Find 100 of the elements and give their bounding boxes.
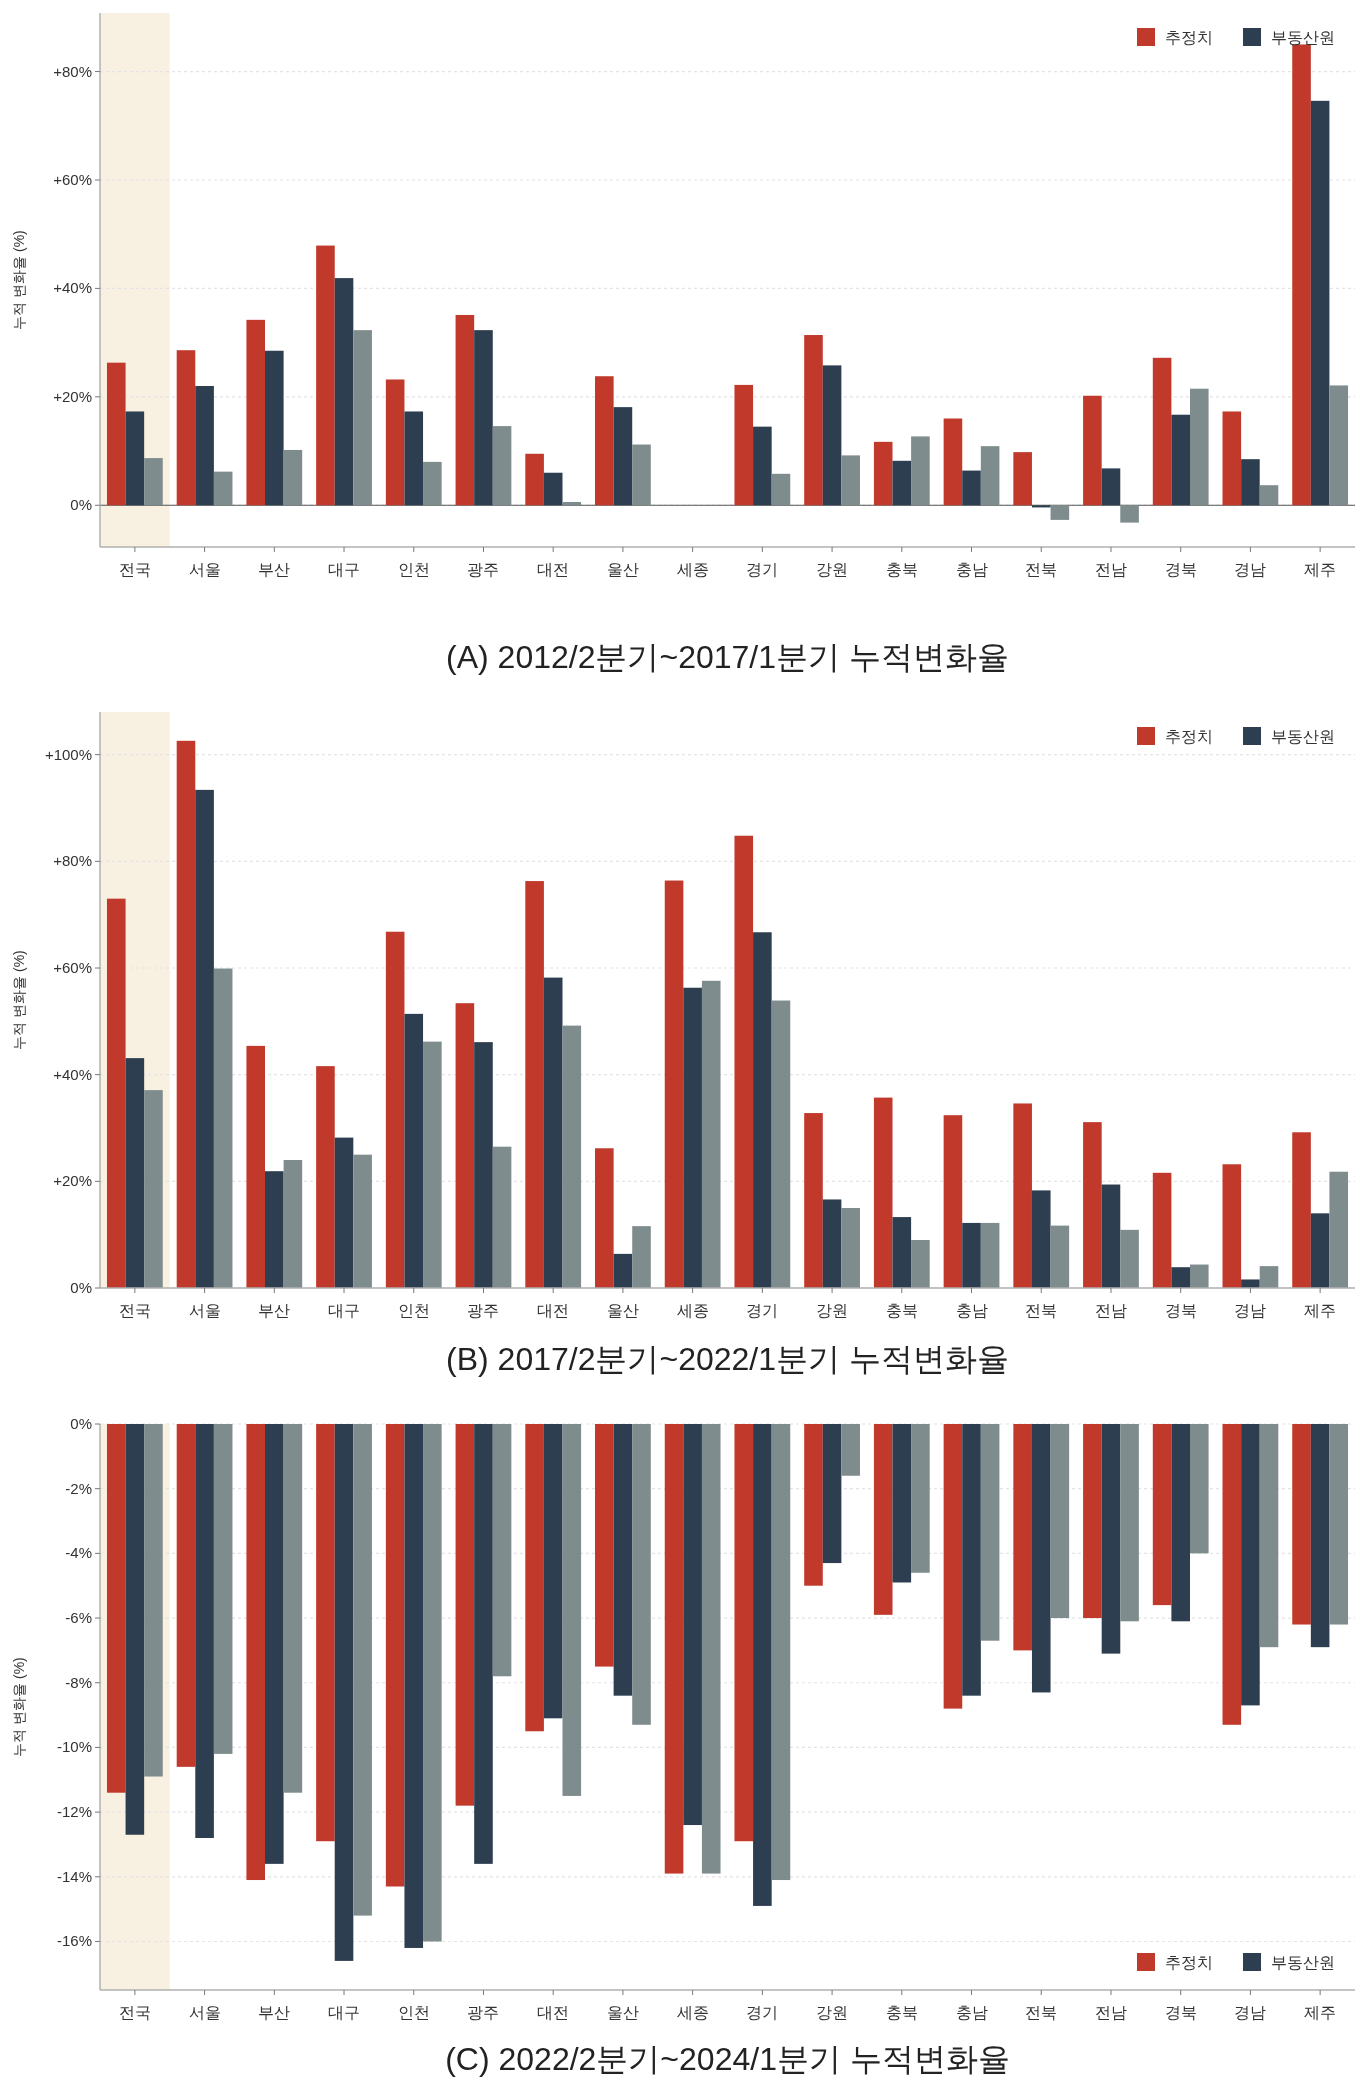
- bar: [1222, 411, 1242, 506]
- bar: [980, 1222, 1000, 1288]
- x-tick-label: 광주: [467, 2004, 500, 2021]
- bar: [213, 471, 233, 506]
- x-tick-label: 울산: [606, 2004, 639, 2021]
- bar: [873, 1097, 893, 1288]
- x-tick-label: 제주: [1304, 2004, 1337, 2021]
- bar: [753, 932, 772, 1288]
- text: (C) 2022/2분기~2024/1분기 누적변화율: [445, 2041, 1010, 2077]
- bar: [353, 1154, 372, 1288]
- y-tick-label: +20%: [53, 1172, 92, 1190]
- text: (B) 2017/2분기~2022/1분기 누적변화율: [446, 1341, 1009, 1377]
- x-tick-label: 인천: [397, 561, 430, 578]
- x-tick-label: 울산: [606, 561, 639, 578]
- x-tick-label: 강원: [816, 2004, 849, 2021]
- bar: [664, 880, 684, 1288]
- bar: [1120, 1229, 1139, 1288]
- y-tick-label: -14%: [56, 1867, 92, 1885]
- bar: [632, 1226, 651, 1288]
- x-tick-label: 제주: [1304, 561, 1337, 578]
- bar: [195, 789, 214, 1288]
- y-tick-label: -2%: [65, 1479, 92, 1497]
- bar: [265, 1171, 284, 1288]
- x-tick-label: 경남: [1234, 561, 1267, 578]
- bar: [283, 449, 303, 506]
- bar: [474, 330, 493, 506]
- y-tick-label: -4%: [65, 1544, 92, 1562]
- bar: [911, 436, 930, 506]
- bar: [771, 1000, 791, 1288]
- x-tick-label: 서울: [188, 1302, 221, 1319]
- bar: [595, 376, 614, 506]
- x-tick-label: 대구: [328, 1302, 361, 1319]
- bar: [1013, 452, 1032, 506]
- bar: [911, 1240, 930, 1288]
- bar: [734, 384, 754, 506]
- legend-label: 추정치: [1165, 728, 1213, 745]
- bar: [525, 881, 544, 1288]
- y-tick-label: 0%: [70, 1415, 92, 1432]
- bar: [423, 461, 442, 506]
- x-tick-label: 경기: [746, 561, 779, 578]
- bar: [1120, 505, 1139, 523]
- y-axis-title: 누적 변화율 (%): [11, 1657, 27, 1757]
- y-tick-label: +20%: [53, 387, 92, 405]
- x-tick-label: 울산: [606, 1302, 639, 1319]
- y-tick-label: -12%: [56, 1803, 92, 1821]
- bar: [892, 460, 912, 506]
- bar: [734, 835, 754, 1288]
- x-tick-label: 인천: [397, 1302, 430, 1319]
- bar: [1013, 1103, 1032, 1288]
- bar: [455, 1003, 475, 1288]
- bar: [804, 1113, 823, 1288]
- bar: [980, 446, 1000, 506]
- bar: [213, 968, 233, 1288]
- bar: [385, 931, 405, 1288]
- x-tick-label: 경북: [1164, 2004, 1197, 2021]
- x-tick-label: 전남: [1094, 561, 1127, 578]
- bar: [613, 1253, 633, 1288]
- bar: [1101, 468, 1121, 506]
- x-tick-label: 충남: [955, 2004, 988, 2021]
- bar: [1083, 1122, 1102, 1288]
- bar: [404, 411, 424, 506]
- x-tick-label: 서울: [188, 561, 221, 578]
- bar: [1241, 459, 1260, 506]
- bar: [962, 1222, 981, 1288]
- bar: [492, 1146, 512, 1288]
- bar: [1329, 385, 1349, 506]
- x-tick-label: 대전: [537, 561, 570, 578]
- bar: [595, 1148, 614, 1288]
- y-tick-label: +100%: [44, 745, 92, 763]
- bar: [632, 444, 651, 506]
- x-tick-label: 경북: [1164, 561, 1197, 578]
- bar: [474, 1042, 493, 1288]
- bar: [1329, 1171, 1349, 1288]
- x-tick-label: 광주: [467, 561, 500, 578]
- y-axis-title: 누적 변화율 (%): [11, 230, 27, 330]
- bar: [1310, 1213, 1330, 1288]
- bar: [1083, 395, 1102, 506]
- x-tick-label: 전남: [1094, 1302, 1127, 1319]
- bar: [176, 350, 196, 506]
- y-tick-label: -8%: [65, 1673, 92, 1691]
- legend-label: 추정치: [1165, 1954, 1213, 1971]
- bar: [701, 980, 721, 1288]
- x-tick-label: 세종: [676, 1302, 709, 1319]
- x-tick-label: 강원: [816, 1302, 849, 1319]
- x-tick-label: 전국: [118, 2004, 151, 2021]
- bar: [1222, 1164, 1242, 1288]
- bar: [404, 1013, 424, 1288]
- bar: [683, 987, 702, 1288]
- bar: [265, 350, 284, 506]
- bar: [195, 385, 214, 506]
- x-tick-label: 전북: [1025, 561, 1058, 578]
- x-tick-label: 강원: [816, 561, 849, 578]
- bar: [753, 426, 772, 506]
- bar: [543, 472, 563, 506]
- bar: [106, 362, 126, 506]
- x-tick-label: 광주: [467, 1302, 500, 1319]
- bar: [492, 426, 512, 506]
- bar: [962, 470, 981, 506]
- bar: [144, 458, 163, 506]
- x-tick-label: 전국: [118, 1302, 151, 1319]
